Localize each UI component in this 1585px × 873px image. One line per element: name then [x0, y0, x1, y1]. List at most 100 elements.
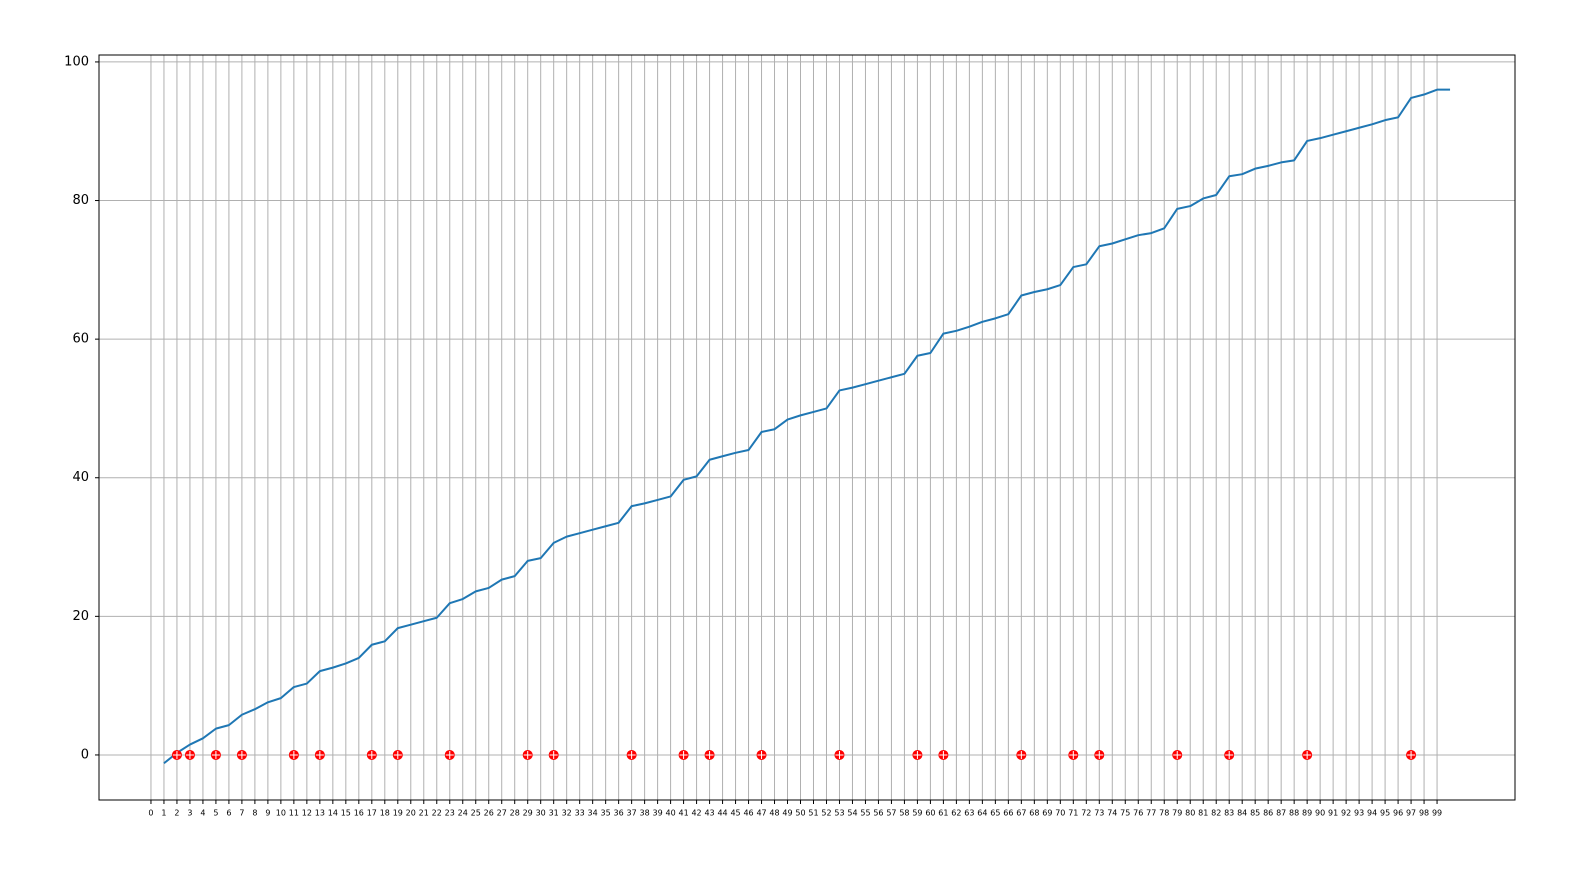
point-cross — [1303, 750, 1312, 759]
x-tick-label: 50 — [795, 809, 805, 818]
point-cross — [237, 750, 246, 759]
point-cross — [1173, 750, 1182, 759]
y-tick-label: 40 — [72, 470, 89, 485]
data-point — [1302, 749, 1313, 760]
x-tick-label: 54 — [847, 809, 857, 818]
x-tick-label: 77 — [1146, 809, 1156, 818]
x-tick-label: 35 — [601, 809, 611, 818]
data-point — [626, 749, 637, 760]
x-tick-label: 47 — [756, 809, 766, 818]
x-tick-label: 5 — [213, 809, 218, 818]
x-tick-label: 66 — [1003, 809, 1013, 818]
data-point — [171, 749, 182, 760]
x-tick-label: 19 — [393, 809, 403, 818]
data-point — [1224, 749, 1235, 760]
x-tick-label: 15 — [341, 809, 351, 818]
x-tick-label: 81 — [1198, 809, 1208, 818]
point-cross — [1407, 750, 1416, 759]
x-tick-label: 59 — [912, 809, 922, 818]
point-cross — [549, 750, 558, 759]
x-tick-label: 21 — [419, 809, 429, 818]
point-cross — [289, 750, 298, 759]
point-cross — [1069, 750, 1078, 759]
x-tick-label: 61 — [938, 809, 948, 818]
x-tick-label: 68 — [1029, 809, 1039, 818]
x-tick-label: 29 — [523, 809, 533, 818]
data-point — [1068, 749, 1079, 760]
data-point — [1016, 749, 1027, 760]
x-tick-label: 38 — [640, 809, 650, 818]
x-tick-label: 34 — [588, 809, 598, 818]
x-tick-label: 18 — [380, 809, 390, 818]
x-tick-label: 31 — [549, 809, 559, 818]
y-tick-label: 0 — [81, 747, 89, 762]
x-tick-label: 80 — [1185, 809, 1195, 818]
x-tick-label: 74 — [1107, 809, 1117, 818]
x-tick-label: 2 — [174, 809, 179, 818]
point-cross — [367, 750, 376, 759]
data-point — [548, 749, 559, 760]
x-tick-label: 28 — [510, 809, 520, 818]
x-tick-label: 20 — [406, 809, 416, 818]
x-tick-label: 70 — [1055, 809, 1065, 818]
x-tick-label: 86 — [1263, 809, 1273, 818]
x-tick-label: 89 — [1302, 809, 1312, 818]
x-tick-label: 71 — [1068, 809, 1078, 818]
x-tick-label: 93 — [1354, 809, 1364, 818]
y-tick-label: 20 — [72, 609, 89, 624]
x-tick-label: 90 — [1315, 809, 1325, 818]
x-tick-label: 94 — [1367, 809, 1377, 818]
x-tick-label: 37 — [627, 809, 637, 818]
x-tick-label: 98 — [1419, 809, 1429, 818]
data-point — [756, 749, 767, 760]
data-point — [1172, 749, 1183, 760]
x-tick-label: 52 — [821, 809, 831, 818]
x-tick-label: 64 — [977, 809, 987, 818]
x-tick-label: 12 — [302, 809, 312, 818]
x-tick-label: 67 — [1016, 809, 1026, 818]
x-tick-label: 43 — [704, 809, 714, 818]
point-cross — [315, 750, 324, 759]
x-tick-label: 76 — [1133, 809, 1143, 818]
x-tick-label: 87 — [1276, 809, 1286, 818]
x-tick-label: 26 — [484, 809, 494, 818]
x-tick-label: 85 — [1250, 809, 1260, 818]
x-tick-label: 63 — [964, 809, 974, 818]
x-tick-label: 22 — [432, 809, 442, 818]
x-tick-label: 30 — [536, 809, 546, 818]
x-tick-label: 97 — [1406, 809, 1416, 818]
x-tick-label: 27 — [497, 809, 507, 818]
x-tick-label: 75 — [1120, 809, 1130, 818]
data-point — [522, 749, 533, 760]
point-cross — [172, 750, 181, 759]
x-tick-label: 65 — [990, 809, 1000, 818]
x-tick-label: 46 — [743, 809, 753, 818]
data-point — [938, 749, 949, 760]
x-tick-label: 25 — [471, 809, 481, 818]
x-tick-label: 88 — [1289, 809, 1299, 818]
x-tick-label: 3 — [187, 809, 192, 818]
x-tick-label: 48 — [769, 809, 779, 818]
x-tick-label: 24 — [458, 809, 468, 818]
x-tick-label: 95 — [1380, 809, 1390, 818]
point-cross — [393, 750, 402, 759]
data-point — [678, 749, 689, 760]
point-cross — [627, 750, 636, 759]
point-cross — [445, 750, 454, 759]
x-tick-label: 73 — [1094, 809, 1104, 818]
x-tick-label: 33 — [575, 809, 585, 818]
x-tick-label: 11 — [289, 809, 299, 818]
x-tick-label: 40 — [666, 809, 676, 818]
point-cross — [679, 750, 688, 759]
x-tick-label: 55 — [860, 809, 870, 818]
x-tick-label: 56 — [873, 809, 883, 818]
x-tick-label: 84 — [1237, 809, 1247, 818]
data-line — [163, 88, 1451, 765]
x-tick-label: 69 — [1042, 809, 1052, 818]
x-tick-label: 1 — [161, 809, 166, 818]
data-point — [1094, 749, 1105, 760]
data-point — [704, 749, 715, 760]
x-tick-label: 14 — [328, 809, 338, 818]
x-tick-label: 60 — [925, 809, 935, 818]
